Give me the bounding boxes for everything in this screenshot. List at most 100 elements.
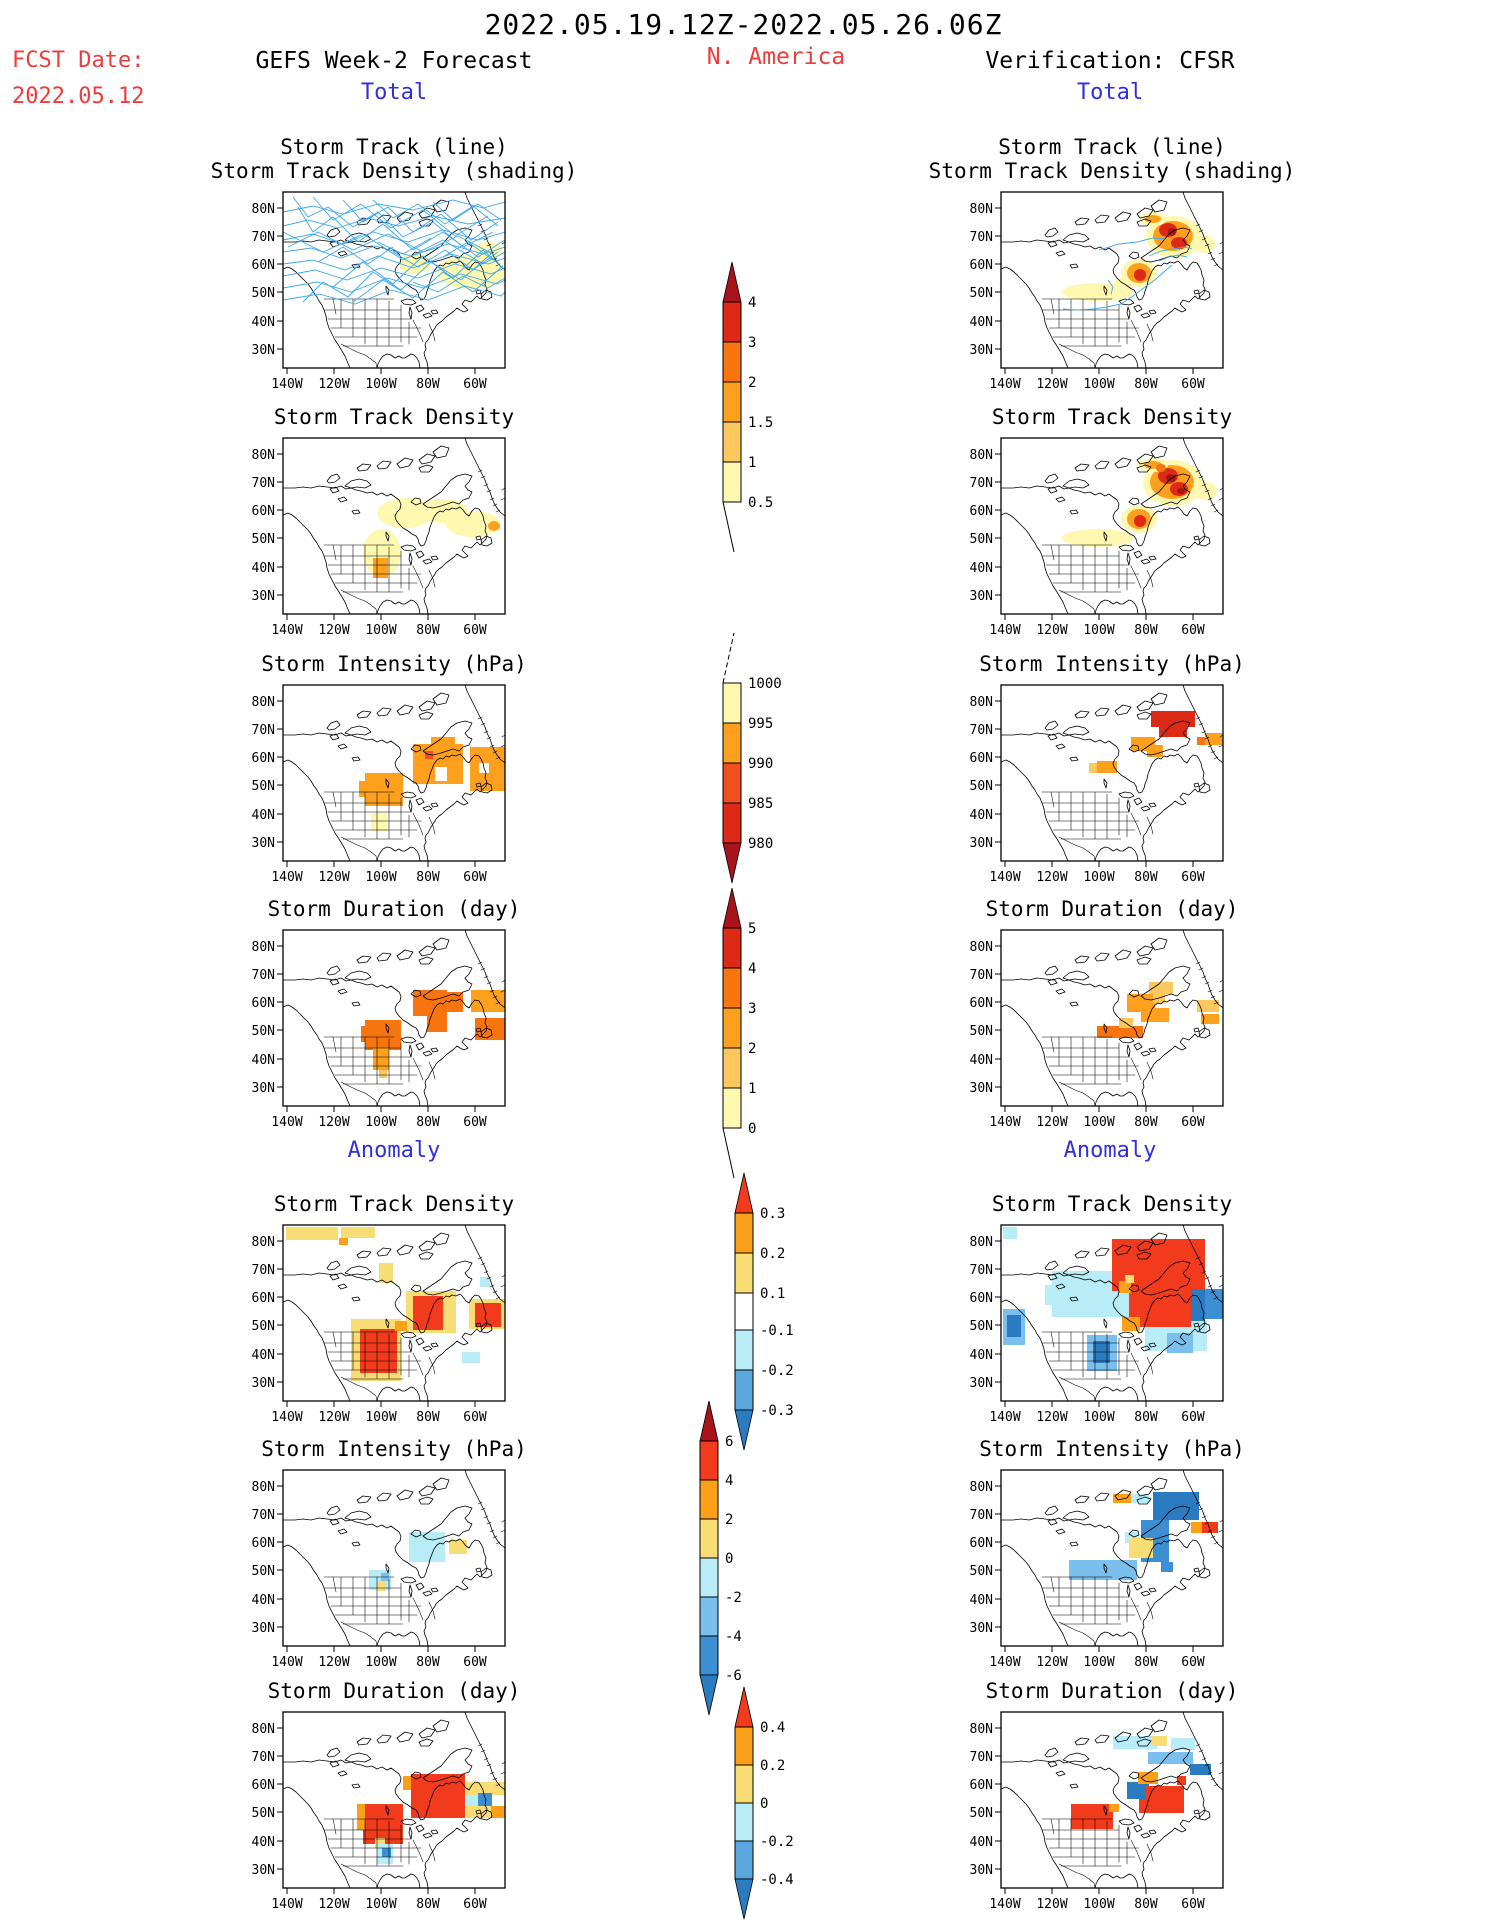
lat-tick-label: 60N bbox=[970, 1291, 993, 1306]
lon-tick-label: 120W bbox=[1036, 1410, 1067, 1425]
map-border bbox=[282, 191, 506, 369]
shading-cell bbox=[1167, 1333, 1193, 1353]
shading-cell bbox=[470, 747, 505, 791]
lat-tick-label: 40N bbox=[252, 1593, 275, 1608]
shading-cell bbox=[1149, 982, 1173, 994]
map-panel-cfsr-track-line: Storm Track (line)Storm Track Density (s… bbox=[929, 135, 1296, 392]
colorbar-tick-label: -0.2 bbox=[760, 1834, 794, 1850]
colorbar-segment bbox=[723, 1048, 741, 1088]
lat-tick-label: 40N bbox=[970, 1348, 993, 1363]
colorbar-segment bbox=[723, 382, 741, 422]
lon-tick-label: 120W bbox=[318, 377, 349, 392]
lon-tick-label: 120W bbox=[318, 1655, 349, 1670]
lon-tick-label: 100W bbox=[1083, 1410, 1114, 1425]
storm-track-line bbox=[287, 231, 494, 255]
lon-tick-label: 100W bbox=[365, 1897, 396, 1912]
lat-tick-label: 30N bbox=[970, 1081, 993, 1096]
shading-cell bbox=[431, 737, 455, 747]
colorbar-duration: 5 4 3 2 1 0 bbox=[722, 887, 756, 1179]
shading-cell bbox=[1003, 1309, 1025, 1345]
colorbar-segment bbox=[735, 1370, 753, 1410]
lon-tick-label: 120W bbox=[318, 1897, 349, 1912]
map-panel-fcst-track-density: Storm Track Density 80N 70N 60N 50N 40N 30N 140… bbox=[252, 405, 515, 638]
lon-tick-label: 100W bbox=[365, 1410, 396, 1425]
colorbar-segment bbox=[735, 1293, 753, 1330]
colorbar-tick-label: 1000 bbox=[748, 676, 782, 692]
shading-blob bbox=[474, 242, 502, 258]
shading-cell bbox=[1197, 737, 1205, 745]
lat-tick-label: 60N bbox=[970, 258, 993, 273]
lat-tick-label: 30N bbox=[252, 1376, 275, 1391]
lat-tick-label: 30N bbox=[252, 343, 275, 358]
colorbar-tick-label: 980 bbox=[748, 836, 773, 852]
shading-blob bbox=[377, 498, 433, 528]
lat-tick-label: 50N bbox=[252, 286, 275, 301]
storm-track-line bbox=[317, 246, 394, 265]
colorbar-segment bbox=[700, 1558, 718, 1597]
shading-cell bbox=[1190, 1764, 1211, 1775]
shading-cell bbox=[1113, 1736, 1157, 1749]
shading-cell bbox=[1159, 725, 1187, 737]
map-border bbox=[1000, 437, 1224, 615]
lat-tick-label: 80N bbox=[252, 202, 275, 217]
lon-tick-label: 120W bbox=[1036, 870, 1067, 885]
shading-cell bbox=[1201, 1014, 1219, 1024]
storm-track-line bbox=[432, 201, 502, 221]
lon-tick-label: 140W bbox=[271, 623, 302, 638]
shading-cell bbox=[1146, 1786, 1184, 1813]
shading-cell bbox=[413, 990, 447, 1016]
storm-track-line bbox=[302, 253, 492, 303]
shading-cell bbox=[1125, 1532, 1139, 1543]
colorbar-segment bbox=[735, 1213, 753, 1253]
shading-cell bbox=[425, 751, 433, 759]
shading-cell bbox=[1205, 1289, 1223, 1319]
storm-track-line bbox=[332, 249, 505, 288]
lat-tick-label: 50N bbox=[252, 532, 275, 547]
lat-tick-label: 30N bbox=[970, 1376, 993, 1391]
shading-cell bbox=[1141, 1008, 1169, 1022]
lat-tick-label: 80N bbox=[252, 448, 275, 463]
shading-blob bbox=[1159, 223, 1177, 237]
colorbar-tick-label: -6 bbox=[725, 1668, 742, 1684]
shading-cell bbox=[466, 1782, 505, 1795]
shading-cell bbox=[360, 1329, 397, 1373]
shading-blob bbox=[1114, 278, 1132, 290]
lon-tick-label: 60W bbox=[1181, 870, 1205, 885]
panel-title: Storm Track (line) bbox=[280, 135, 508, 159]
shading-cell bbox=[381, 1573, 389, 1581]
shading-blob bbox=[419, 499, 467, 523]
map-panel-fcst-anom-intensity: Storm Intensity (hPa) 80N 70N 60N 50N 40N 30N 1… bbox=[252, 1437, 527, 1670]
storm-track-line bbox=[312, 196, 489, 237]
lon-tick-label: 140W bbox=[271, 1897, 302, 1912]
lon-tick-label: 80W bbox=[1134, 1655, 1158, 1670]
panel-title: Storm Duration (day) bbox=[986, 1679, 1239, 1703]
map-border bbox=[1000, 684, 1224, 862]
shading-cell bbox=[409, 1532, 445, 1562]
map-border bbox=[1000, 1711, 1224, 1889]
lat-tick-label: 80N bbox=[252, 940, 275, 955]
shading-cell bbox=[413, 1296, 443, 1330]
lat-tick-label: 60N bbox=[970, 996, 993, 1011]
shading-cell bbox=[365, 773, 403, 806]
lat-tick-label: 40N bbox=[252, 1835, 275, 1850]
lon-tick-label: 120W bbox=[318, 1115, 349, 1130]
lon-tick-label: 120W bbox=[1036, 1655, 1067, 1670]
colorbar-tick-label: 5 bbox=[748, 921, 756, 937]
colorbar-tick-label: 0 bbox=[760, 1796, 768, 1812]
storm-track-line bbox=[283, 215, 505, 229]
storm-track-line bbox=[392, 249, 499, 271]
lat-tick-label: 60N bbox=[970, 1536, 993, 1551]
shading-cell bbox=[441, 992, 463, 1012]
shading-blob bbox=[1134, 515, 1146, 527]
shading-cell bbox=[1161, 1562, 1173, 1572]
colorbar-tick-label: 4 bbox=[748, 295, 756, 311]
lon-tick-label: 120W bbox=[1036, 377, 1067, 392]
storm-track-line bbox=[283, 231, 505, 265]
lat-tick-label: 30N bbox=[970, 343, 993, 358]
right-total-label: Total bbox=[1076, 80, 1144, 105]
lon-tick-label: 120W bbox=[318, 623, 349, 638]
lon-tick-label: 100W bbox=[365, 870, 396, 885]
lon-tick-label: 120W bbox=[1036, 1115, 1067, 1130]
shading-cell bbox=[1129, 1538, 1153, 1558]
